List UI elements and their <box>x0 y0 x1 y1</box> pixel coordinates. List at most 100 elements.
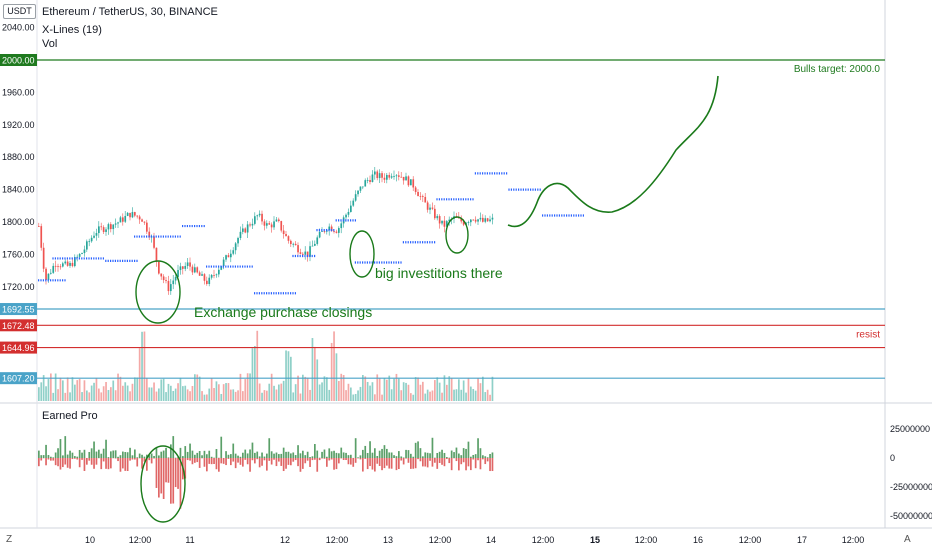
earned-positive-bar <box>479 448 482 458</box>
candle <box>438 214 441 229</box>
x-lines-legend[interactable]: X-Lines (19) <box>42 24 102 36</box>
candle <box>126 211 129 217</box>
earned-positive-bar <box>467 441 470 458</box>
earned-positive-bar <box>249 449 251 458</box>
earned-positive-bar <box>225 451 227 458</box>
volume-bar <box>318 384 321 401</box>
earned-negative-bar <box>314 458 316 460</box>
horizontal-levels[interactable]: 2000.00 Bulls target: 2000.0 1692.55 1672.4… <box>0 54 885 385</box>
candle <box>393 170 395 180</box>
earned-positive-bar <box>299 453 302 458</box>
volume-bar <box>405 382 407 401</box>
earned-positive-bar <box>443 452 446 458</box>
volume-bar <box>338 381 340 401</box>
earned-negative-bar <box>458 458 460 471</box>
earned-positive-bar <box>350 454 352 458</box>
earned-negative-bar <box>374 458 376 472</box>
earned-negative-bar <box>352 458 355 467</box>
currency-badge[interactable]: USDT <box>3 4 36 19</box>
earned-positive-bar <box>275 452 278 458</box>
earned-negative-bar <box>302 458 304 469</box>
candle <box>263 219 266 231</box>
earned-negative-bar <box>227 458 230 459</box>
earned-negative-bar <box>371 458 374 470</box>
price-level[interactable]: 1692.55 <box>0 303 885 316</box>
candle <box>417 189 419 197</box>
volume-bar <box>275 389 278 401</box>
auto-scale-toggle[interactable]: A <box>904 534 911 545</box>
volume-bar <box>458 379 460 401</box>
earned-positive-bar <box>208 450 211 458</box>
earned-positive-bar <box>338 453 340 458</box>
volume-bar <box>340 373 343 401</box>
earned-positive-bar <box>285 451 287 458</box>
volume-bar <box>407 384 410 401</box>
candle <box>311 240 314 247</box>
volume-bar <box>167 383 170 401</box>
price-level[interactable]: 1672.48 resist <box>0 319 885 340</box>
earned-negative-bar <box>198 458 201 468</box>
vol-legend[interactable]: Vol <box>42 38 58 50</box>
earned-negative-bar <box>222 458 225 464</box>
volume-bar <box>438 382 441 401</box>
volume-bar <box>201 391 203 401</box>
earned-negative-bar <box>417 458 419 460</box>
candle <box>83 245 86 257</box>
earned-negative-bar <box>122 458 124 469</box>
earned-negative-bar <box>167 458 170 483</box>
earned-negative-bar <box>203 458 206 467</box>
earned-positive-bar <box>304 455 307 458</box>
earned-positive-bar <box>314 444 316 458</box>
earned-positive-bar <box>90 448 93 458</box>
earned-positive-bar <box>441 449 443 458</box>
earned-positive-bar <box>460 455 463 458</box>
candle <box>482 214 484 223</box>
price-level[interactable]: 2000.00 Bulls target: 2000.0 <box>0 54 885 75</box>
earned-negative-bar <box>258 458 261 468</box>
circle-earned-pro[interactable] <box>140 445 186 523</box>
volume-bar <box>110 387 112 401</box>
hand-drawings[interactable]: Exchange purchase closings big investiti… <box>135 75 719 523</box>
volume-bar <box>186 389 189 401</box>
volume-bar <box>287 351 290 401</box>
candle <box>359 186 362 193</box>
earned-positive-bar <box>153 455 155 458</box>
circle-big-investitions[interactable] <box>349 230 375 278</box>
earned-pro-legend[interactable]: Earned Pro <box>42 410 98 422</box>
volume-bar <box>213 388 215 401</box>
candle <box>196 266 199 274</box>
volume-bar <box>254 346 256 401</box>
circle-recent-low[interactable] <box>445 216 469 254</box>
volume-bar <box>448 376 451 401</box>
earned-negative-bar <box>220 458 223 464</box>
earned-positive-bar <box>474 454 477 458</box>
projection-curve[interactable] <box>507 75 719 228</box>
price-level[interactable]: 1607.20 <box>0 372 885 385</box>
earned-positive-bar <box>62 455 64 458</box>
candle <box>124 211 127 224</box>
price-tick: 1920.00 <box>2 120 35 130</box>
candle <box>309 241 311 262</box>
volume-bar <box>155 391 158 401</box>
earned-negative-bar <box>278 458 280 462</box>
earned-negative-bar <box>90 458 93 465</box>
symbol-legend[interactable]: Ethereum / TetherUS, 30, BINANCE <box>42 6 218 18</box>
volume-bar <box>369 385 371 401</box>
candle <box>191 264 194 276</box>
earned-positive-bar <box>160 451 163 458</box>
earned-negative-bar <box>280 458 283 466</box>
earned-negative-bar <box>436 458 439 469</box>
earned-positive-bar <box>170 444 172 458</box>
earned-tick: -50000000 <box>890 511 932 521</box>
candle <box>213 269 215 279</box>
earned-positive-bar <box>491 452 494 458</box>
price-level[interactable]: 1644.96 <box>0 341 885 354</box>
earned-negative-bar <box>40 458 43 461</box>
zoom-toggle[interactable]: Z <box>6 534 13 545</box>
volume-bar <box>206 394 208 401</box>
volume-bar <box>386 379 388 401</box>
earned-positive-bar <box>426 452 429 458</box>
circle-exchange-closings[interactable] <box>135 260 181 324</box>
